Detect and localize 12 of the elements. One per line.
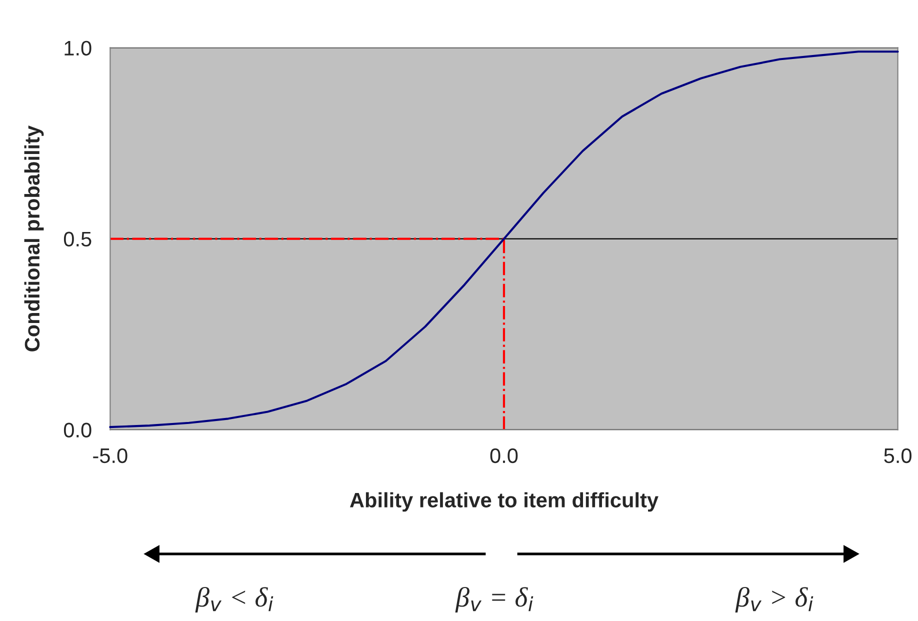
line-series: [109, 50, 899, 428]
y-tick-label: 0.0: [64, 422, 92, 438]
text: β$_{v}$ < δ$_{i}$: [195, 586, 274, 612]
x-axis-title: Ability relative to item difficulty: [350, 492, 658, 512]
x-tick-label: -5.0: [93, 448, 128, 464]
y-tick-label: 1.0: [64, 40, 92, 56]
y-axis-title: Conditional probability: [24, 125, 44, 352]
text: β$_{v}$ = δ$_{i}$: [455, 586, 534, 612]
x-tick-label: 0.0: [490, 448, 518, 464]
y-tick-label: 0.5: [64, 232, 92, 247]
text: β$_{v}$ > δ$_{i}$: [735, 586, 814, 612]
x-tick-label: 5.0: [884, 448, 912, 464]
